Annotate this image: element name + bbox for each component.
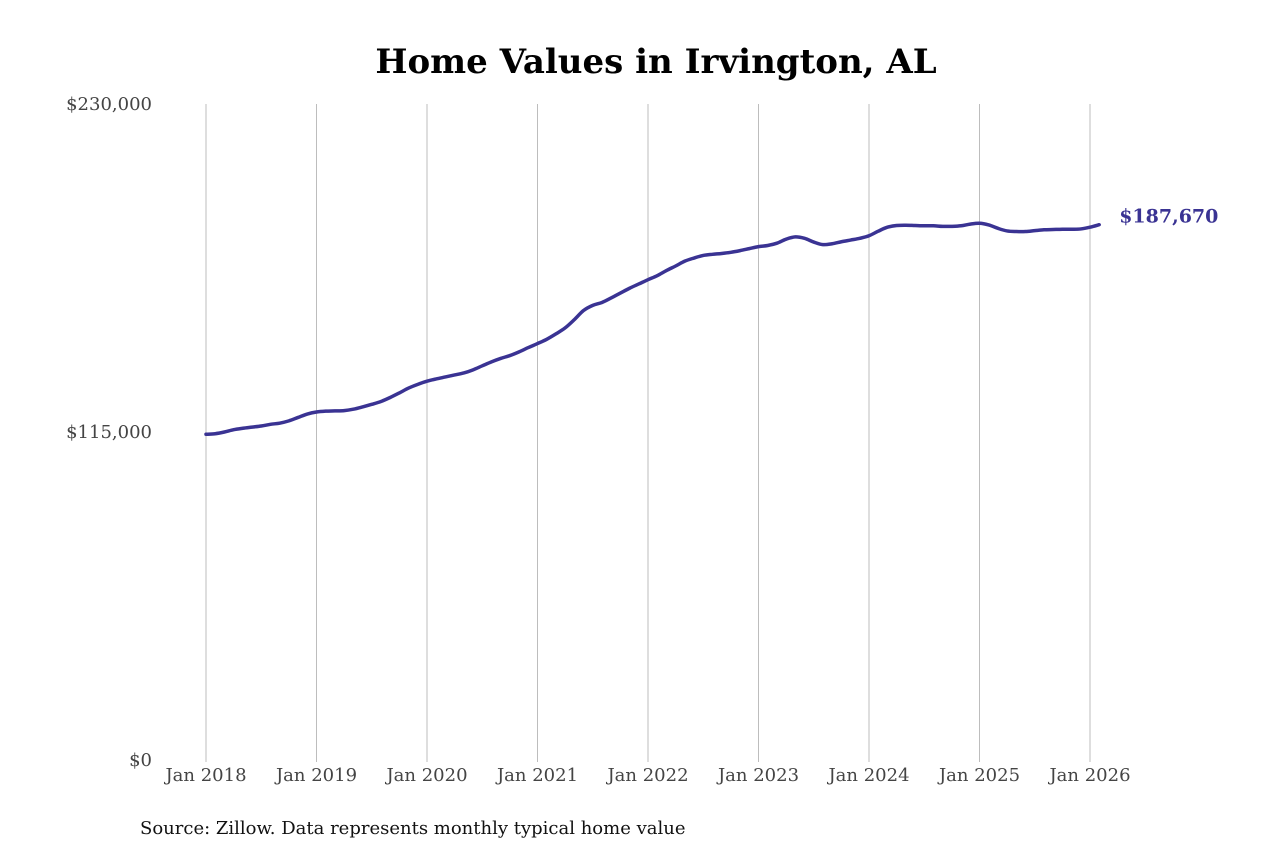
x-axis-ticks: Jan 2018 Jan 2019 Jan 2020 Jan 2021 Jan 2022… bbox=[163, 765, 1130, 786]
x-tick-label: Jan 2023 bbox=[716, 765, 799, 786]
x-tick-label: Jan 2021 bbox=[495, 765, 578, 786]
x-tick-label: Jan 2019 bbox=[274, 765, 357, 786]
y-tick-label: $230,000 bbox=[66, 94, 152, 115]
x-tick-label: Jan 2020 bbox=[384, 765, 467, 786]
grid-lines bbox=[205, 104, 1091, 762]
y-tick-label: $115,000 bbox=[66, 422, 152, 443]
series-line bbox=[204, 221, 1101, 437]
chart-title: Home Values in Irvington, AL bbox=[375, 42, 936, 82]
series-layer bbox=[204, 221, 1101, 437]
x-tick-label: Jan 2025 bbox=[937, 765, 1020, 786]
x-tick-label: Jan 2022 bbox=[605, 765, 688, 786]
last-value-label: $187,670 bbox=[1119, 206, 1218, 228]
x-tick-label: Jan 2018 bbox=[163, 765, 246, 786]
source-note: Source: Zillow. Data represents monthly … bbox=[140, 818, 686, 839]
x-tick-label: Jan 2026 bbox=[1047, 765, 1130, 786]
y-tick-label: $0 bbox=[129, 750, 152, 771]
y-axis-ticks: $0 $115,000 $230,000 bbox=[66, 94, 152, 771]
x-tick-label: Jan 2024 bbox=[826, 765, 909, 786]
